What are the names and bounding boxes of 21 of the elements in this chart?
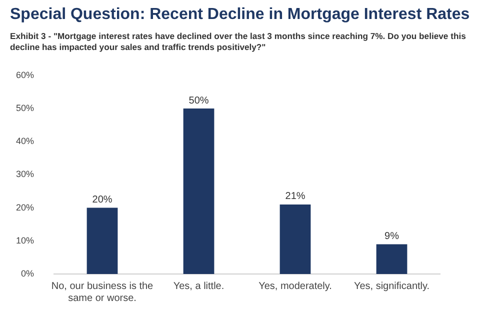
y-tick-label: 50% (16, 102, 34, 113)
y-tick-label: 10% (16, 235, 34, 246)
x-tick-label: Yes, a little. (173, 280, 224, 292)
chart-subtitle: Exhibit 3 - "Mortgage interest rates have declined over the last 3 months since reaching 7%. Do you believe this decline has impacted your sales and traffic trends positively?" (10, 31, 467, 53)
x-tick-label: No, our business is the same or worse. (51, 280, 154, 304)
y-tick-label: 20% (16, 202, 34, 212)
bar (86, 208, 118, 274)
bar (183, 108, 214, 274)
y-tick-label: 30% (16, 169, 34, 180)
bar (376, 244, 408, 274)
data-label: 21% (285, 191, 306, 202)
y-tick-label: 0% (21, 268, 34, 278)
data-label: 9% (384, 230, 400, 242)
data-label: 50% (188, 95, 209, 106)
chart-title: Special Question: Recent Decline in Mortgage Interest Rates (10, 6, 470, 24)
y-tick-label: 40% (16, 136, 34, 146)
x-tick-label: Yes, moderately. (258, 280, 332, 292)
bar (280, 204, 311, 274)
x-tick-label: Yes, significantly. (354, 280, 430, 292)
data-label: 20% (92, 194, 112, 206)
y-tick-label: 60% (16, 70, 34, 80)
